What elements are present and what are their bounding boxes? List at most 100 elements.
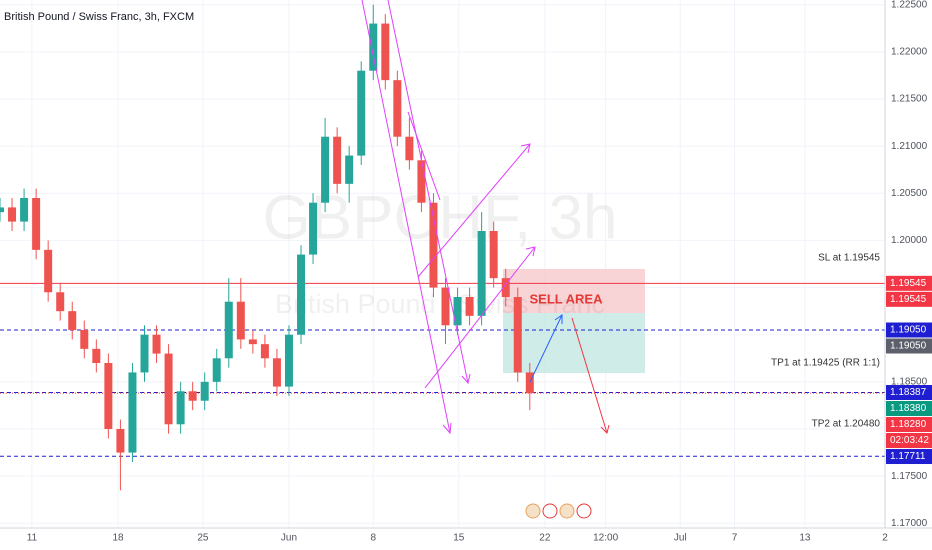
candle-body: [140, 334, 149, 373]
price-label: 1.19545: [890, 278, 927, 289]
price-label-bg: [886, 385, 932, 401]
price-label: 1.17711: [890, 451, 926, 462]
event-icon[interactable]: [576, 503, 592, 519]
y-tick-label: 1.20000: [891, 235, 928, 246]
candle-body: [32, 198, 41, 250]
y-tick-label: 1.20500: [891, 188, 928, 199]
watermark-subtitle: British Pound / Swiss Franc: [275, 289, 605, 319]
y-tick-label: 1.17500: [891, 471, 928, 482]
y-tick-label: 1.22500: [891, 0, 928, 10]
candle-body: [429, 202, 438, 288]
candle-body: [8, 207, 17, 222]
x-tick-label: 12:00: [593, 533, 618, 544]
candle-body: [248, 339, 257, 345]
candle-body: [441, 287, 450, 326]
levels: [0, 282, 885, 457]
axes: 1.170001.175001.180001.185001.190001.195…: [27, 0, 932, 544]
arrow: [529, 314, 563, 383]
sl-label: SL at 1.19545: [818, 253, 880, 264]
candle-body: [525, 372, 534, 394]
candle-body: [176, 391, 185, 425]
candle-body: [381, 23, 390, 81]
candle-body: [321, 136, 330, 203]
x-tick-label: Jul: [674, 533, 687, 544]
projection-arrows: [529, 314, 610, 434]
candle-body: [405, 136, 414, 161]
candle-body: [260, 344, 269, 359]
candle-body: [284, 334, 293, 387]
candle-body: [80, 330, 89, 349]
trendline: [407, 111, 441, 201]
candle-body: [489, 231, 498, 279]
candle-body: [297, 254, 306, 335]
candle-body: [116, 429, 125, 453]
candle-body: [393, 80, 402, 137]
arrow-head: [461, 373, 471, 385]
chart-title: British Pound / Swiss Franc, 3h, FXCM: [4, 11, 194, 23]
candle-body: [20, 198, 29, 222]
x-tick-label: 8: [370, 533, 376, 544]
x-tick-label: 13: [799, 533, 811, 544]
price-label-bg: [886, 291, 932, 307]
candle-body: [224, 301, 233, 359]
arrow-head: [520, 143, 531, 154]
candle-body: [501, 278, 510, 297]
event-icon[interactable]: [525, 503, 541, 519]
candle-body: [417, 160, 426, 203]
event-icons: [525, 503, 592, 519]
trendlines: [361, 0, 536, 435]
candle-body: [477, 231, 486, 316]
candle-body: [272, 358, 281, 387]
arrow-head: [600, 424, 610, 434]
candle-body: [188, 391, 197, 401]
candle-body: [369, 23, 378, 71]
y-tick-label: 1.21000: [891, 141, 928, 152]
x-tick-label: 25: [197, 533, 209, 544]
candle-body: [200, 381, 209, 401]
candle-body: [212, 358, 221, 382]
x-tick-label: 15: [453, 533, 465, 544]
candle-body: [44, 249, 53, 293]
target-zone: [503, 313, 645, 373]
arrow-head: [554, 314, 563, 324]
trendline: [424, 246, 536, 389]
y-tick-label: 1.22000: [891, 46, 928, 57]
trendline: [387, 0, 469, 384]
y-tick-label: 1.21500: [891, 94, 928, 105]
y-tick-label: 1.17000: [891, 518, 928, 529]
arrow: [571, 317, 608, 434]
sell-zone: [503, 269, 645, 313]
candle-body: [333, 136, 342, 184]
candle-body: [68, 311, 77, 330]
price-label-bg: [886, 275, 932, 291]
event-icon[interactable]: [559, 503, 575, 519]
x-tick-label: 22: [539, 533, 551, 544]
arrow-head: [442, 422, 452, 435]
candle-body: [309, 202, 318, 255]
candle-body: [0, 207, 4, 213]
price-label-bg: [886, 433, 932, 449]
candle-body: [164, 353, 173, 425]
price-label-bg: [886, 417, 932, 433]
price-label-bg: [886, 401, 932, 417]
candle-body: [56, 292, 65, 312]
price-axis: [885, 0, 932, 550]
price-label-bg: [886, 322, 932, 338]
zone-label: SELL AREA: [530, 291, 604, 306]
tp1-label: TP1 at 1.19425 (RR 1:1): [771, 358, 880, 369]
price-label: 1.19050: [890, 325, 927, 336]
x-tick-label: 7: [732, 533, 738, 544]
candle-body: [152, 334, 161, 354]
candle-body: [236, 301, 245, 340]
event-icon[interactable]: [542, 503, 558, 519]
price-label: 1.18387: [890, 387, 927, 398]
candle-body: [128, 372, 137, 453]
x-tick-label: 11: [27, 533, 38, 544]
price-label-bg: [886, 338, 932, 354]
candle-body: [104, 363, 113, 429]
price-label: 1.18380: [890, 403, 927, 414]
arrow-head: [525, 246, 536, 257]
price-label-bg: [886, 449, 932, 465]
